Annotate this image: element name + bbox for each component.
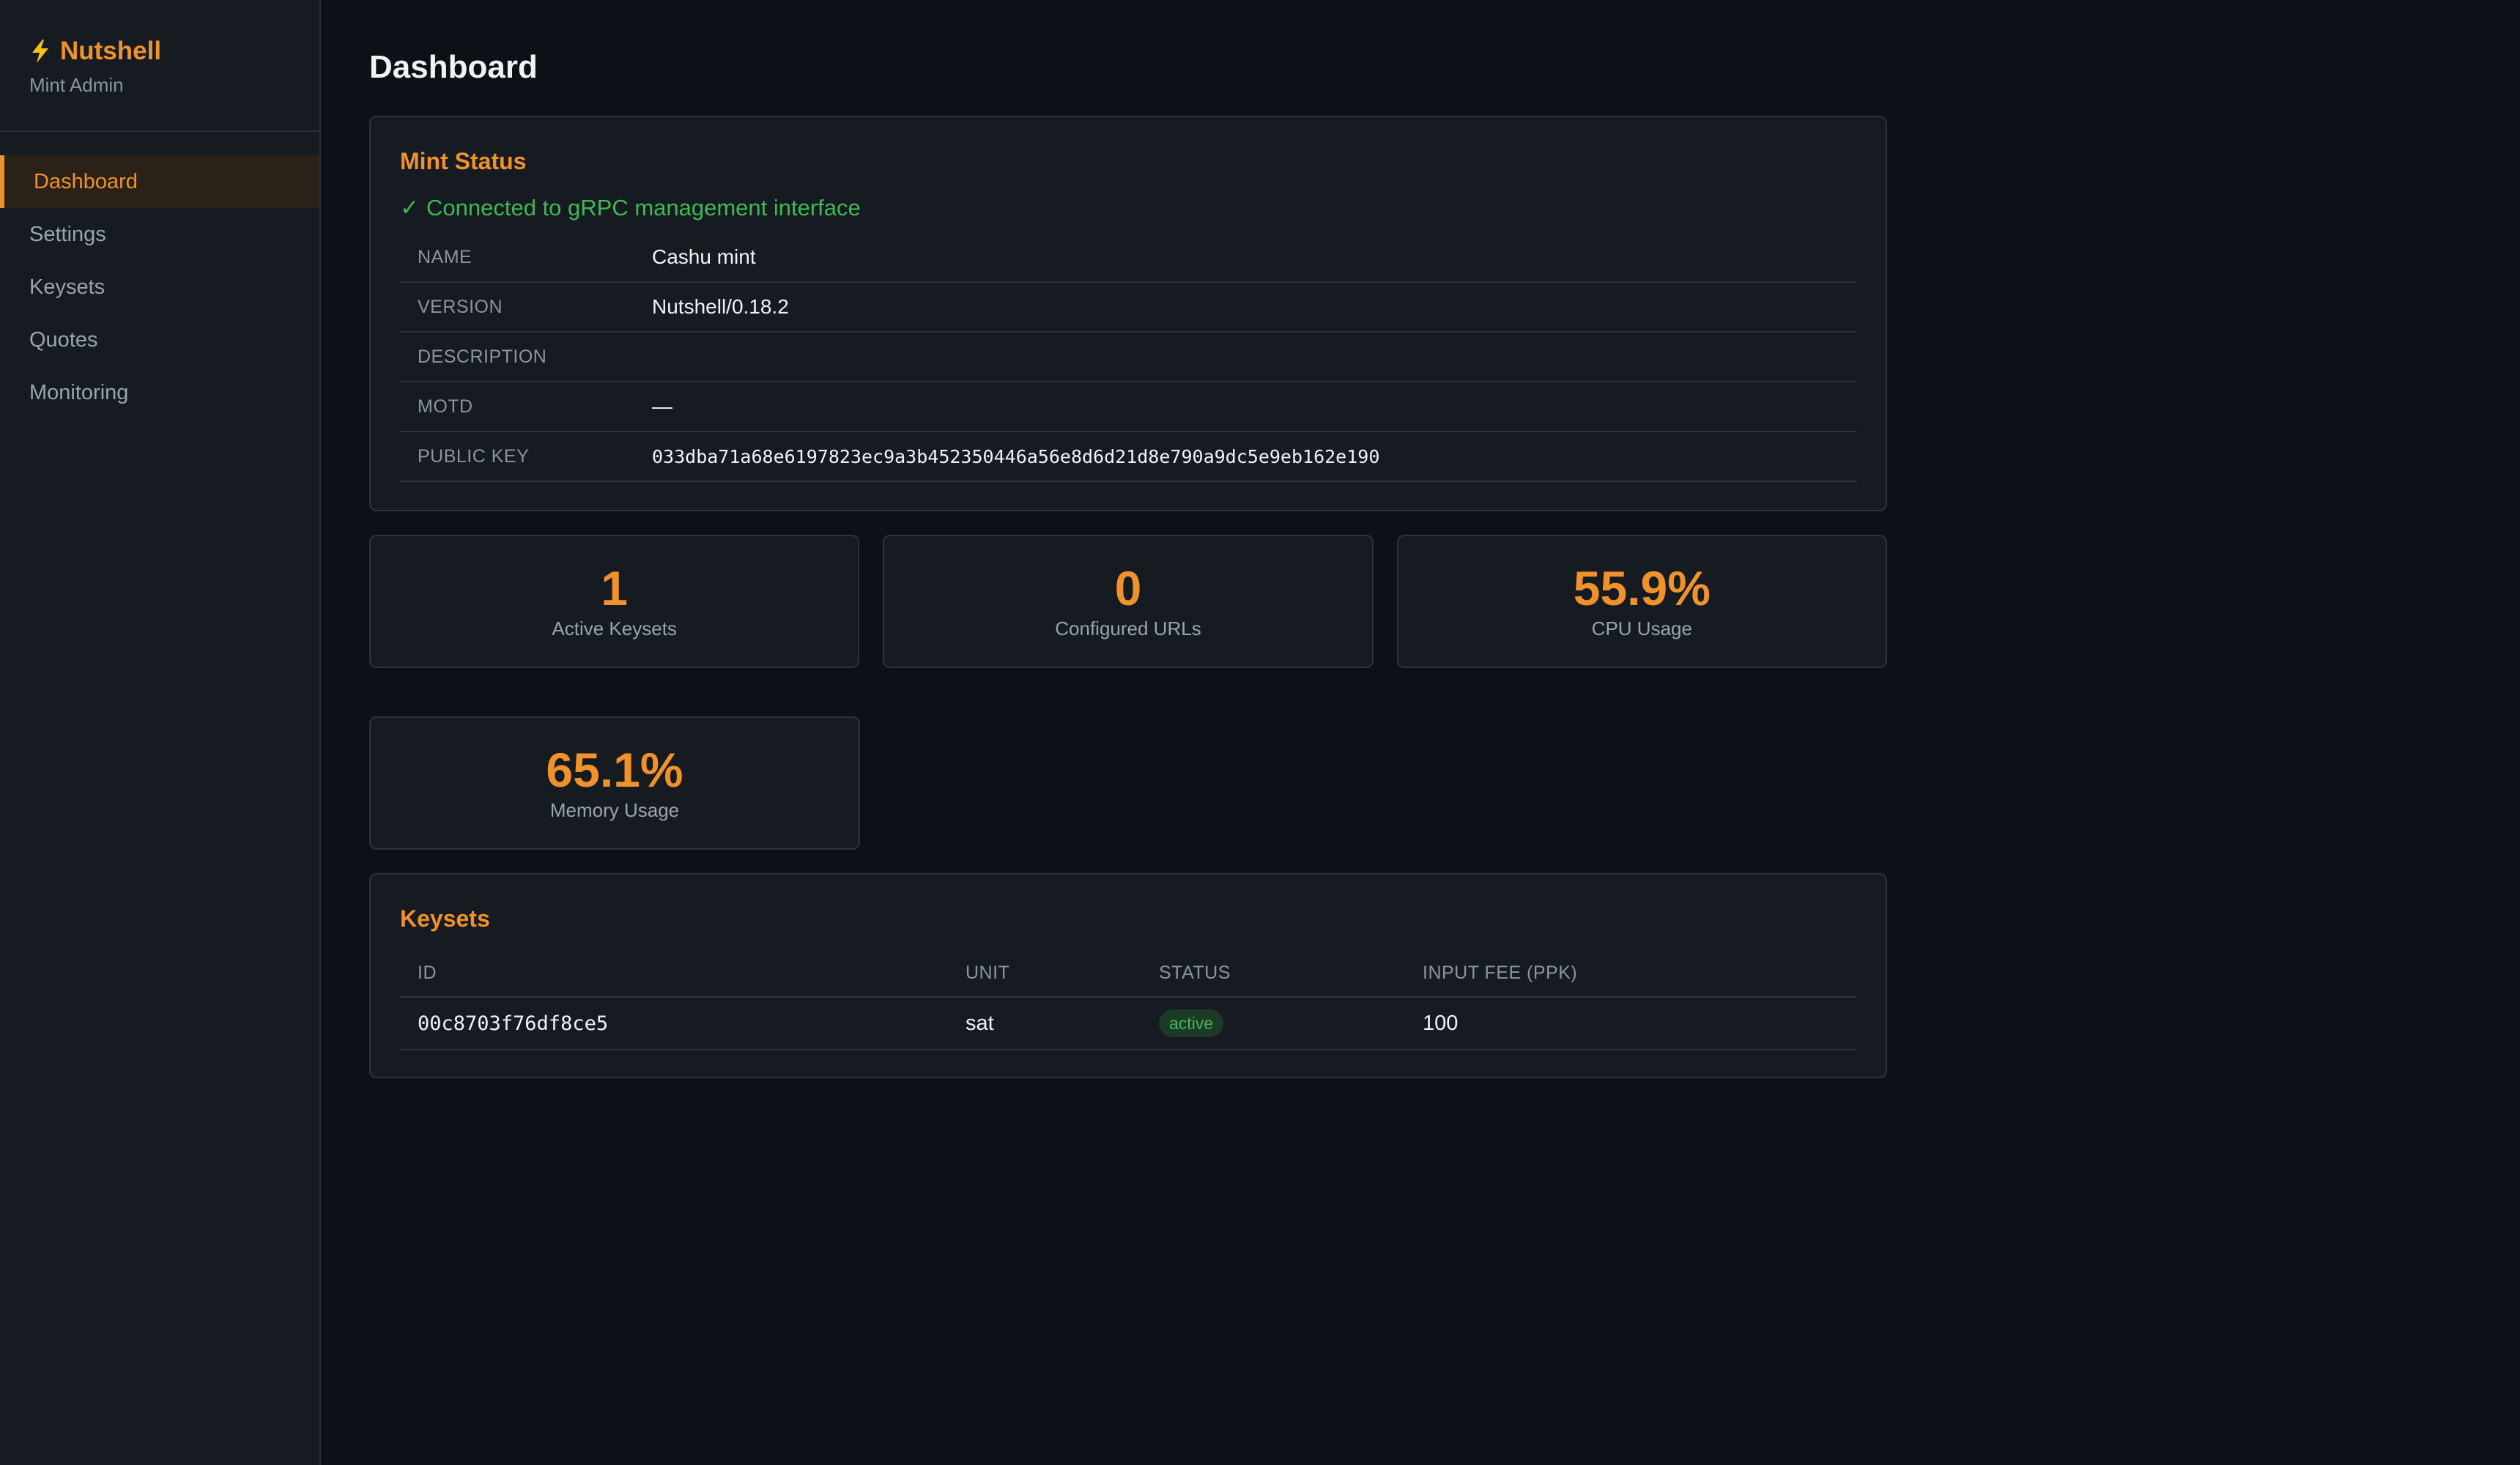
mint-info-table: NAME Cashu mint VERSION Nutshell/0.18.2 …	[400, 233, 1856, 482]
sidebar-item-settings[interactable]: Settings	[29, 223, 106, 246]
sidebar-item-monitoring[interactable]: Monitoring	[29, 381, 129, 404]
sidebar-nav: Dashboard Settings Keysets Quotes Monito…	[0, 132, 319, 419]
info-label: VERSION	[418, 296, 503, 317]
mint-name-value: Cashu mint	[652, 245, 756, 268]
stat-label: Active Keysets	[552, 617, 677, 639]
column-header-unit: UNIT	[966, 962, 1010, 983]
page-title: Dashboard	[369, 49, 538, 85]
stat-card-active-keysets: 1 Active Keysets	[369, 535, 860, 668]
stat-value: 55.9%	[1573, 561, 1711, 615]
mint-version-value: Nutshell/0.18.2	[652, 295, 789, 318]
mint-public-key-value: 033dba71a68e6197823ec9a3b452350446a56e8d…	[652, 445, 1380, 467]
stats-row: 1 Active Keysets 0 Configured URLs 55.9%…	[369, 535, 1887, 668]
mint-motd-value: —	[652, 395, 672, 418]
info-label: NAME	[418, 246, 472, 267]
stat-label: Configured URLs	[1055, 617, 1201, 639]
table-row[interactable]: 00c8703f76df8ce5 sat active 100	[400, 998, 1856, 1050]
keysets-card: Keysets ID UNIT STATUS INPUT FEE (PPK) 0…	[369, 873, 1887, 1078]
stat-value: 0	[1114, 561, 1142, 615]
info-label: MOTD	[418, 396, 473, 417]
stat-label: CPU Usage	[1591, 617, 1692, 639]
keysets-table-header: ID UNIT STATUS INPUT FEE (PPK)	[400, 949, 1856, 998]
stat-label: Memory Usage	[549, 799, 680, 821]
keyset-id: 00c8703f76df8ce5	[418, 1012, 609, 1035]
checkmark-icon: ✓	[400, 195, 419, 220]
column-header-status: STATUS	[1159, 962, 1231, 983]
info-label: PUBLIC KEY	[418, 445, 530, 467]
brand-subtitle: Mint Admin	[29, 74, 124, 96]
mint-status-title: Mint Status	[400, 148, 527, 174]
keysets-title: Keysets	[400, 905, 490, 932]
sidebar-item-keysets[interactable]: Keysets	[29, 275, 105, 299]
info-row-name: NAME Cashu mint	[400, 233, 1856, 283]
sidebar: Nutshell Mint Admin Dashboard Settings K…	[0, 0, 321, 1465]
stat-value: 65.1%	[546, 743, 683, 797]
brand-title[interactable]: Nutshell	[29, 35, 290, 67]
info-row-public-key: PUBLIC KEY 033dba71a68e6197823ec9a3b4523…	[400, 432, 1856, 482]
brand-name: Nutshell	[60, 37, 162, 65]
keysets-table: ID UNIT STATUS INPUT FEE (PPK) 00c8703f7…	[400, 949, 1856, 1050]
stat-value: 1	[601, 561, 629, 615]
stats-row-second: 65.1% Memory Usage	[369, 716, 1887, 850]
connection-status-text: Connected to gRPC management interface	[426, 195, 861, 220]
column-header-input-fee: INPUT FEE (PPK)	[1423, 962, 1578, 983]
info-label: DESCRIPTION	[418, 346, 547, 367]
info-row-motd: MOTD —	[400, 382, 1856, 432]
mint-status-card: Mint Status ✓ Connected to gRPC manageme…	[369, 116, 1887, 511]
sidebar-item-dashboard[interactable]: Dashboard	[0, 155, 319, 208]
connection-status: ✓ Connected to gRPC management interface	[400, 193, 1856, 223]
column-header-id: ID	[418, 962, 437, 983]
info-row-description: DESCRIPTION	[400, 333, 1856, 382]
stat-card-memory-usage: 65.1% Memory Usage	[369, 716, 860, 850]
brand-block: Nutshell Mint Admin	[0, 0, 319, 132]
status-badge: active	[1159, 1009, 1224, 1037]
lightning-bolt-icon	[32, 40, 48, 63]
stat-card-cpu-usage: 55.9% CPU Usage	[1396, 535, 1887, 668]
stat-card-configured-urls: 0 Configured URLs	[883, 535, 1374, 668]
keyset-unit: sat	[966, 1011, 994, 1035]
main-content: Dashboard Mint Status ✓ Connected to gRP…	[369, 0, 1887, 1078]
info-row-version: VERSION Nutshell/0.18.2	[400, 283, 1856, 333]
keyset-input-fee: 100	[1423, 1011, 1459, 1035]
sidebar-item-quotes[interactable]: Quotes	[29, 328, 98, 352]
keyset-status-cell: active	[1159, 1009, 1423, 1037]
